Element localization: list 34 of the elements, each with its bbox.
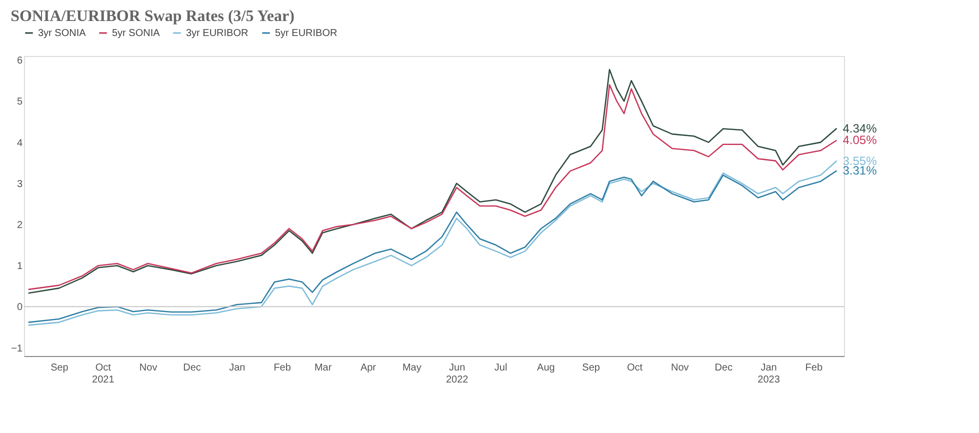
legend-label: 3yr EURIBOR (186, 28, 248, 39)
x-tick-label: Dec (714, 362, 733, 374)
x-tick-label: May (402, 362, 422, 374)
x-tick-label: Oct (626, 362, 643, 374)
x-tick-label: Nov (671, 362, 689, 374)
chart-title: SONIA/EURIBOR Swap Rates (3/5 Year) (10, 8, 294, 25)
x-tick-label: Aug (537, 362, 555, 374)
x-tick-label: Jul (494, 362, 508, 374)
x-tick-label: Sep (50, 362, 69, 374)
x-tick-label: Jan 2023 (758, 362, 780, 386)
x-tick-label: Feb (805, 362, 823, 374)
legend-label: 5yr SONIA (112, 28, 160, 39)
x-tick-label: Mar (314, 362, 332, 374)
data-label: 3.31% (842, 164, 878, 178)
x-tick-label: Feb (274, 362, 292, 374)
x-tick-label: Oct 2021 (92, 362, 115, 386)
x-tick-label: Jan (229, 362, 246, 374)
x-tick-label: Jun 2022 (446, 362, 469, 386)
x-tick-label: Nov (139, 362, 158, 374)
legend-label: 3yr SONIA (38, 28, 86, 39)
data-label: 4.34% (842, 121, 878, 136)
y-tick-label: 3 (16, 178, 23, 190)
y-tick-label: 2 (16, 220, 23, 231)
y-tick-label: −1 (11, 343, 23, 354)
x-tick-label: Sep (582, 362, 600, 374)
y-tick-label: 6 (16, 56, 23, 67)
x-tick-label: Dec (183, 362, 201, 374)
x-tick-label: Apr (360, 362, 377, 374)
y-tick-label: 1 (16, 261, 23, 272)
legend-label: 5yr EURIBOR (275, 28, 338, 39)
y-tick-label: 0 (16, 302, 23, 314)
data-label: 4.05% (842, 133, 878, 148)
y-tick-label: 4 (16, 138, 23, 149)
y-tick-label: 5 (16, 96, 23, 108)
